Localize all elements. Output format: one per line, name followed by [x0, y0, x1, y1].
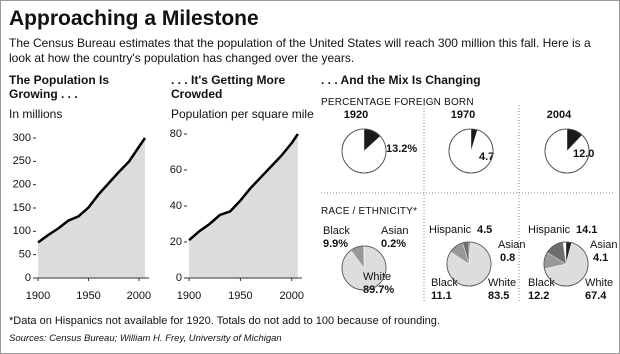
pie-title: 2004 — [547, 109, 572, 121]
pie-title: 1920 — [344, 109, 368, 121]
area — [38, 138, 145, 278]
y-tick-label: 150 — [13, 202, 31, 214]
y-tick-label: 0 — [176, 272, 182, 284]
data-label: 12.0 — [573, 148, 594, 160]
slice-name: Hispanic — [528, 224, 571, 236]
y-tick-label: 300 — [13, 132, 31, 144]
pie-title: 1970 — [451, 109, 475, 121]
title: Approaching a Milestone — [9, 7, 259, 30]
data-label: 13.2% — [386, 143, 417, 155]
slice-name: Black — [528, 277, 555, 289]
pie-outline — [341, 245, 387, 291]
chart-title: The Population Is Growing . . . — [9, 73, 110, 101]
x-tick-label: 2000 — [127, 290, 151, 302]
slice-name: Black — [431, 277, 458, 289]
y-tick-label: 50 — [19, 249, 31, 261]
slice-name: Black — [323, 225, 350, 237]
x-tick-label: 1900 — [177, 290, 201, 302]
slice-name: Hispanic — [429, 224, 472, 236]
data-label: 83.5 — [488, 290, 509, 302]
slice-name: Asian — [498, 239, 526, 251]
slice-name: Asian — [381, 225, 409, 237]
x-tick-label: 2000 — [279, 290, 303, 302]
y-tick-label: 20 — [170, 236, 182, 248]
data-label: 11.1 — [431, 290, 452, 302]
pie-outline — [341, 128, 387, 174]
sources: Sources: Census Bureau; William H. Frey,… — [9, 333, 282, 344]
y-tick-label: 80 — [170, 128, 182, 140]
x-tick-label: 1950 — [228, 290, 252, 302]
pie-outline — [448, 128, 494, 174]
line — [37, 137, 146, 244]
area — [189, 134, 298, 278]
data-label: 4.7 — [479, 151, 494, 163]
chart-subtitle: Population per square mile — [171, 107, 314, 121]
data-label: 12.2 — [528, 290, 549, 302]
y-tick-label: 200 — [13, 179, 31, 191]
slice-name: White — [585, 277, 613, 289]
data-label: 0.2% — [381, 238, 406, 250]
chart-subtitle: In millions — [9, 107, 63, 121]
y-tick-label: 0 — [25, 272, 31, 284]
section-title: . . . And the Mix Is Changing — [321, 73, 481, 87]
separators — [321, 105, 613, 301]
slice-name: White — [363, 271, 391, 283]
chart-title: . . . It's Getting More Crowded — [171, 73, 286, 101]
y-tick-label: 60 — [170, 164, 182, 176]
data-label: 0.8 — [500, 252, 515, 264]
intro: The Census Bureau estimates that the pop… — [9, 36, 591, 65]
line — [188, 133, 299, 242]
pie-outline — [446, 241, 492, 287]
y-tick-label: 250 — [13, 155, 31, 167]
data-label: 67.4 — [585, 290, 607, 302]
x-tick-label: 1950 — [76, 290, 100, 302]
slice-name: White — [488, 277, 516, 289]
pie-outline — [543, 241, 589, 287]
data-label: 89.7% — [363, 284, 394, 296]
data-label: 4.1 — [593, 252, 608, 264]
y-tick-label: 100 — [13, 225, 31, 237]
x-tick-label: 1900 — [26, 290, 50, 302]
pie-outline — [544, 128, 590, 174]
section-label: RACE / ETHNICITY* — [321, 206, 418, 217]
slice-name: Asian — [590, 239, 618, 251]
data-label: 14.1 — [576, 224, 597, 236]
footnote: *Data on Hispanics not available for 192… — [9, 315, 440, 327]
data-label: 9.9% — [323, 238, 348, 250]
data-label: 4.5 — [477, 224, 492, 236]
y-tick-label: 40 — [170, 200, 182, 212]
section-label: PERCENTAGE FOREIGN BORN — [321, 97, 474, 108]
